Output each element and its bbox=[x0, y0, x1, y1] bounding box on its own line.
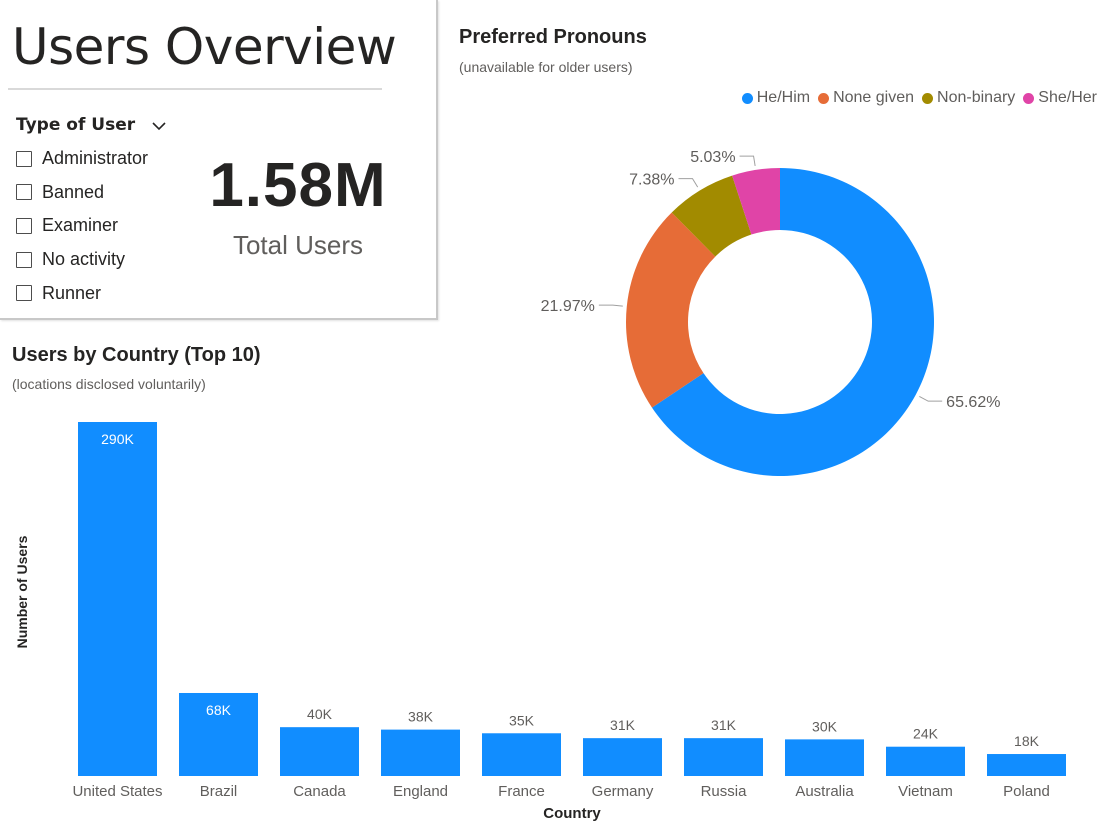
slicer-list: Administrator Banned Examiner No activit… bbox=[16, 142, 148, 310]
donut-leader-line bbox=[739, 155, 756, 167]
bar-canada[interactable] bbox=[280, 727, 359, 776]
x-tick-label: Russia bbox=[701, 783, 748, 800]
donut-data-label: 7.38% bbox=[629, 172, 674, 189]
donut-data-label: 65.62% bbox=[946, 394, 1000, 411]
kpi-total-users-label: Total Users bbox=[232, 230, 364, 260]
x-tick-label: Canada bbox=[293, 783, 346, 800]
checkbox[interactable] bbox=[16, 217, 32, 234]
pronouns-chart-title: Preferred Pronouns bbox=[459, 26, 647, 48]
pronouns-legend: He/Him None given Non-binary She/Her bbox=[741, 89, 1097, 107]
slicer-option-label: Examiner bbox=[42, 215, 119, 236]
checkbox[interactable] bbox=[16, 251, 32, 268]
bar-brazil[interactable] bbox=[179, 692, 258, 776]
bar-data-label: 68K bbox=[206, 702, 232, 718]
bar-data-label: 18K bbox=[1014, 733, 1040, 749]
donut-leader-line bbox=[598, 304, 623, 307]
x-tick-label: Poland bbox=[1003, 783, 1050, 800]
slicer-option-runner[interactable]: Runner bbox=[16, 276, 148, 310]
legend-dot bbox=[922, 92, 934, 104]
legend-label: None given bbox=[833, 89, 915, 106]
donut-data-label: 21.97% bbox=[541, 298, 595, 315]
x-tick-label: Vietnam bbox=[898, 783, 953, 800]
legend-item-she-her[interactable]: She/Her bbox=[1023, 89, 1097, 107]
checkbox[interactable] bbox=[16, 285, 32, 302]
x-tick-label: France bbox=[498, 783, 545, 800]
x-tick-label: United States bbox=[72, 783, 162, 800]
overview-panel: Users Overview Type of User Administrato… bbox=[0, 0, 438, 320]
slicer-header-label: Type of User bbox=[16, 115, 136, 135]
bar-data-label: 35K bbox=[509, 712, 535, 728]
checkbox[interactable] bbox=[16, 150, 32, 167]
slicer-option-administrator[interactable]: Administrator bbox=[16, 142, 148, 176]
x-tick-label: England bbox=[393, 783, 448, 800]
bar-data-label: 31K bbox=[711, 717, 737, 733]
donut-data-label: 5.03% bbox=[690, 149, 735, 166]
bar-poland[interactable] bbox=[987, 754, 1066, 776]
bar-france[interactable] bbox=[482, 733, 561, 776]
legend-label: She/Her bbox=[1038, 89, 1097, 106]
bar-data-label: 31K bbox=[610, 717, 636, 733]
donut-slice-non-binary[interactable] bbox=[671, 175, 752, 257]
legend-label: Non-binary bbox=[937, 89, 1016, 106]
legend-item-non-binary[interactable]: Non-binary bbox=[922, 89, 1015, 107]
slicer-option-label: Runner bbox=[42, 282, 102, 303]
slicer-option-label: Administrator bbox=[42, 148, 149, 169]
page-title: Users Overview bbox=[12, 18, 397, 76]
pronouns-chart-subtitle: (unavailable for older users) bbox=[459, 59, 633, 75]
slicer-option-label: Banned bbox=[42, 181, 105, 202]
bar-germany[interactable] bbox=[583, 738, 662, 776]
x-axis-label: Country bbox=[543, 805, 601, 822]
bar-data-label: 24K bbox=[913, 726, 939, 742]
bar-russia[interactable] bbox=[684, 738, 763, 776]
type-of-user-slicer-header[interactable]: Type of User bbox=[16, 114, 166, 136]
bar-united-states[interactable] bbox=[78, 422, 157, 776]
donut-slice-none-given[interactable] bbox=[626, 212, 716, 408]
slicer-option-no-activity[interactable]: No activity bbox=[16, 243, 148, 277]
donut-slice-she-her[interactable] bbox=[732, 168, 780, 235]
legend-dot bbox=[818, 92, 830, 104]
donut-leader-line bbox=[919, 396, 943, 402]
slicer-option-banned[interactable]: Banned bbox=[16, 176, 148, 210]
x-tick-label: Brazil bbox=[200, 783, 238, 800]
legend-item-none-given[interactable]: None given bbox=[818, 89, 914, 107]
y-axis-label: Number of Users bbox=[14, 535, 30, 648]
slicer-option-examiner[interactable]: Examiner bbox=[16, 209, 148, 243]
checkbox[interactable] bbox=[16, 184, 32, 201]
legend-dot bbox=[1023, 92, 1035, 104]
bar-vietnam[interactable] bbox=[886, 746, 965, 776]
x-tick-label: Germany bbox=[592, 783, 654, 800]
bar-data-label: 290K bbox=[101, 431, 134, 447]
legend-label: He/Him bbox=[756, 89, 811, 106]
bar-data-label: 40K bbox=[307, 706, 333, 722]
bar-data-label: 38K bbox=[408, 709, 434, 725]
x-tick-label: Australia bbox=[795, 783, 854, 800]
legend-item-he-him[interactable]: He/Him bbox=[741, 89, 811, 107]
country-chart-subtitle: (locations disclosed voluntarily) bbox=[12, 376, 206, 392]
bar-australia[interactable] bbox=[785, 739, 864, 776]
legend-dot bbox=[741, 92, 753, 104]
donut-leader-line bbox=[678, 178, 699, 188]
country-chart-title: Users by Country (Top 10) bbox=[12, 344, 261, 366]
chevron-down-icon[interactable] bbox=[152, 118, 166, 132]
donut-slice-he-him[interactable] bbox=[651, 168, 935, 476]
kpi-total-users-value: 1.58M bbox=[209, 151, 387, 220]
bar-england[interactable] bbox=[381, 729, 460, 776]
slicer-option-label: No activity bbox=[42, 249, 126, 270]
bar-data-label: 30K bbox=[812, 718, 838, 734]
title-divider bbox=[8, 88, 382, 90]
